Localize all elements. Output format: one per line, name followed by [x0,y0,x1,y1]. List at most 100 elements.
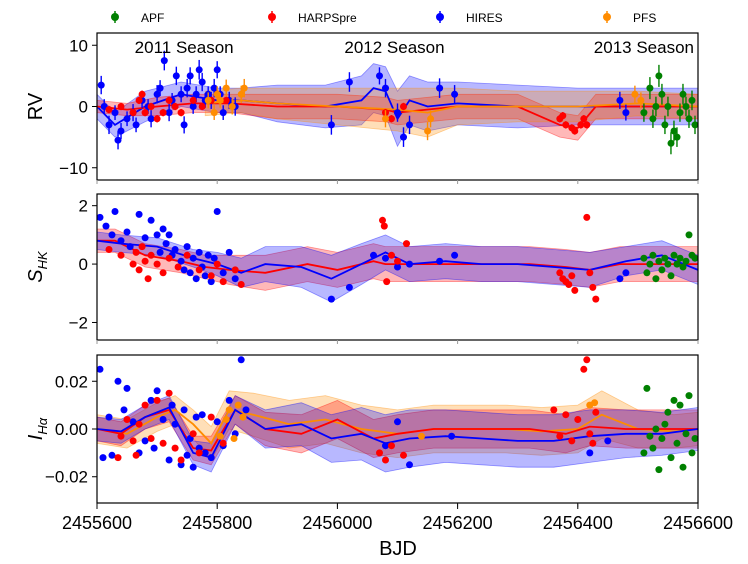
series-harpspre [105,213,600,303]
data-point [418,432,425,440]
data-point [679,90,687,98]
data-point [171,420,179,428]
legend-marker [436,13,444,21]
data-point [210,254,218,262]
data-point [376,72,383,80]
data-point [239,413,247,421]
data-point [177,456,185,464]
data-point [658,266,666,274]
data-point [571,286,579,294]
data-point [345,78,353,86]
data-point [99,454,107,462]
data-point [177,109,185,117]
data-point [198,411,206,419]
y-tick-label: 0 [79,255,88,274]
data-point [171,444,179,452]
legend-label: PFS [633,11,656,25]
data-point [400,451,407,459]
series-hires [97,208,630,303]
data-point [655,466,663,474]
data-point [237,356,245,364]
y-tick-label: 0 [79,98,88,117]
data-point [132,248,140,256]
series-pfs [204,78,645,141]
data-point [97,81,105,89]
data-point [132,451,140,459]
y-tick-label: 0.02 [55,372,88,391]
data-point [649,115,657,123]
data-point [667,139,675,147]
data-point [652,275,660,283]
data-point [189,430,197,438]
data-point [406,461,413,469]
data-point [231,266,239,274]
data-point [97,365,104,373]
data-point [123,228,131,236]
data-point [213,90,221,98]
data-point [105,413,113,421]
data-point [135,266,143,274]
x-tick-label: 2455800 [182,513,252,533]
data-point [622,269,630,277]
data-point [105,246,113,253]
data-point [141,234,149,242]
data-point [141,437,149,445]
legend-label: APF [141,11,164,25]
data-point [195,266,203,274]
data-point [147,115,155,123]
data-point [234,401,242,409]
data-point [388,115,395,123]
data-point [400,133,407,141]
data-point [661,420,669,428]
data-point [691,254,698,262]
data-point [586,430,594,438]
data-point [451,90,459,98]
data-point [174,263,182,271]
y-tick-label: −2 [69,313,88,332]
data-point [676,254,684,262]
data-point [583,356,591,364]
y-tick-label: −0.02 [45,468,88,487]
data-point [652,425,660,433]
data-point [180,266,188,274]
data-point [577,121,585,129]
data-point [108,231,116,239]
data-point [649,251,657,259]
data-point [147,396,155,404]
data-point [135,210,143,218]
data-point [580,115,588,123]
data-point [406,260,413,268]
data-point [688,449,696,457]
data-point [195,248,203,256]
x-axis-label: BJD [379,538,417,560]
y-axis-label-iha: IHα [25,417,50,440]
data-point [147,251,155,259]
data-point [646,84,654,92]
data-point [216,432,224,440]
data-point [195,66,203,74]
data-point [643,269,651,277]
data-point [658,435,666,442]
data-point [685,392,693,400]
data-point [171,103,179,110]
data-point [135,420,143,428]
data-point [568,437,576,445]
legend-label: HIRES [466,11,503,25]
data-point [242,406,250,414]
data-point [591,399,599,407]
legend-label: HARPSpre [298,11,357,25]
data-point [376,449,383,457]
data-point [345,283,353,291]
data-point [661,121,669,129]
data-point [213,66,221,74]
data-point [394,263,401,271]
data-point [382,456,389,464]
series-harpspre [105,90,591,135]
data-point [667,272,675,280]
x-tick-label: 2455600 [62,513,132,533]
data-point [141,109,149,117]
data-point [225,396,233,404]
data-point [436,84,444,92]
data-point [219,439,227,447]
data-point [153,396,161,404]
